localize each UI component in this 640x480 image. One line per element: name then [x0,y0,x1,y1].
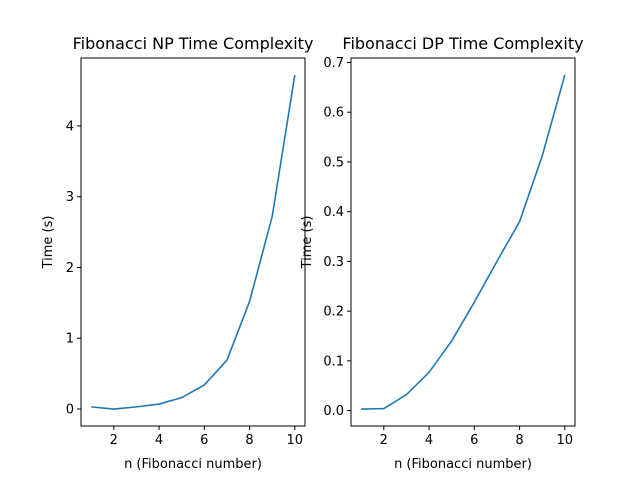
dp-plot-y-ticks: 0.0 0.1 0.2 0.3 0.4 0.5 0.6 0.7 [323,56,351,419]
np-time-plot: Fibonacci NP Time Complexity 2 4 6 8 10 0 1 2 3… [41,34,313,472]
dp-plot-frame [350,57,576,427]
np-plot-x-tick-label: 4 [155,433,163,448]
np-plot-y-tick-label: 3 [66,190,74,205]
dp-plot-y-tick-label: 0.7 [323,56,344,71]
dp-plot-x-tick-label: 2 [380,433,388,448]
dp-plot-x-tick-label: 8 [515,433,523,448]
np-plot-x-axis-label: n (Fibonacci number) [124,457,262,472]
np-plot-y-axis-label: Time (s) [41,216,56,270]
dp-plot-x-ticks: 2 4 6 8 10 [380,426,573,448]
dp-plot-y-tick-label: 0.0 [323,404,344,419]
dp-plot-y-tick-label: 0.1 [323,354,344,369]
np-plot-y-ticks: 0 1 2 3 4 [66,119,81,418]
dp-plot-x-tick-label: 4 [425,433,433,448]
np-plot-x-tick-label: 2 [110,433,118,448]
np-plot-y-tick-label: 1 [66,332,74,347]
np-plot-title: Fibonacci NP Time Complexity [73,34,314,53]
np-plot-frame [80,57,306,427]
dp-time-plot: Fibonacci DP Time Complexity 2 4 6 8 10 0.00… [300,34,584,472]
dp-plot-y-tick-label: 0.2 [323,305,344,320]
np-plot-x-ticks: 2 4 6 8 10 [110,426,303,448]
np-plot-series-line-0 [91,74,296,410]
dp-plot-x-tick-label: 10 [557,433,574,448]
dp-plot-y-axis-label: Time (s) [300,216,315,270]
dp-plot-title: Fibonacci DP Time Complexity [342,34,583,53]
dp-plot-y-tick-label: 0.6 [323,106,344,121]
dp-plot-y-tick-label: 0.5 [323,155,344,170]
dp-plot-x-tick-label: 6 [470,433,478,448]
np-plot-y-tick-label: 4 [66,119,74,134]
np-plot-y-tick-label: 2 [66,261,74,276]
dp-plot-y-tick-label: 0.4 [323,205,344,220]
np-plot-y-tick-label: 0 [66,403,74,418]
dp-plot-x-axis-label: n (Fibonacci number) [394,457,532,472]
dp-plot-marks [361,74,566,410]
dp-plot-series-line-0 [361,74,566,410]
dp-plot-y-tick-label: 0.3 [323,255,344,270]
np-plot-marks [91,74,296,410]
np-plot-x-tick-label: 6 [200,433,208,448]
np-plot-x-tick-label: 8 [245,433,253,448]
np-plot-x-tick-label: 10 [287,433,304,448]
